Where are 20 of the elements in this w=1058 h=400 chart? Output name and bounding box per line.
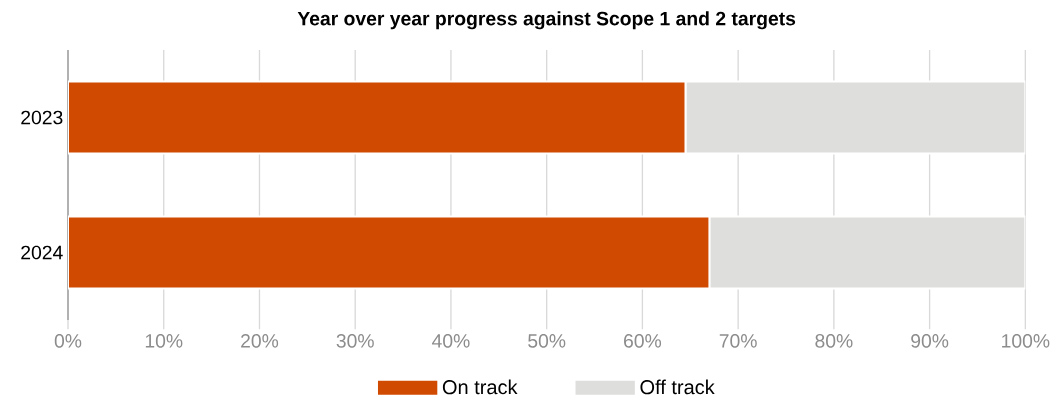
x-tick-label: 10% [145, 334, 183, 348]
x-tick-label: 30% [336, 334, 374, 348]
y-tick-label: 2024 [21, 245, 63, 260]
x-tick-label: 0% [54, 334, 82, 348]
legend-label: On track [442, 379, 518, 395]
legend-label: Off track [640, 379, 715, 395]
x-tick-label: 90% [911, 334, 949, 348]
bar [68, 215, 711, 290]
bar [68, 80, 687, 155]
x-tick-label: 40% [432, 334, 470, 348]
bar [708, 215, 1026, 290]
chart-title: Year over year progress against Scope 1 and 2 targets [297, 11, 796, 30]
x-tick-label: 80% [815, 334, 853, 348]
x-tick-label: 70% [719, 334, 757, 348]
x-tick-label: 100% [1002, 334, 1050, 348]
y-tick-label: 2023 [21, 110, 63, 125]
x-tick-label: 20% [241, 334, 279, 348]
x-tick-label: 60% [624, 334, 662, 348]
x-tick-label: 50% [528, 334, 566, 348]
bar [684, 80, 1026, 155]
